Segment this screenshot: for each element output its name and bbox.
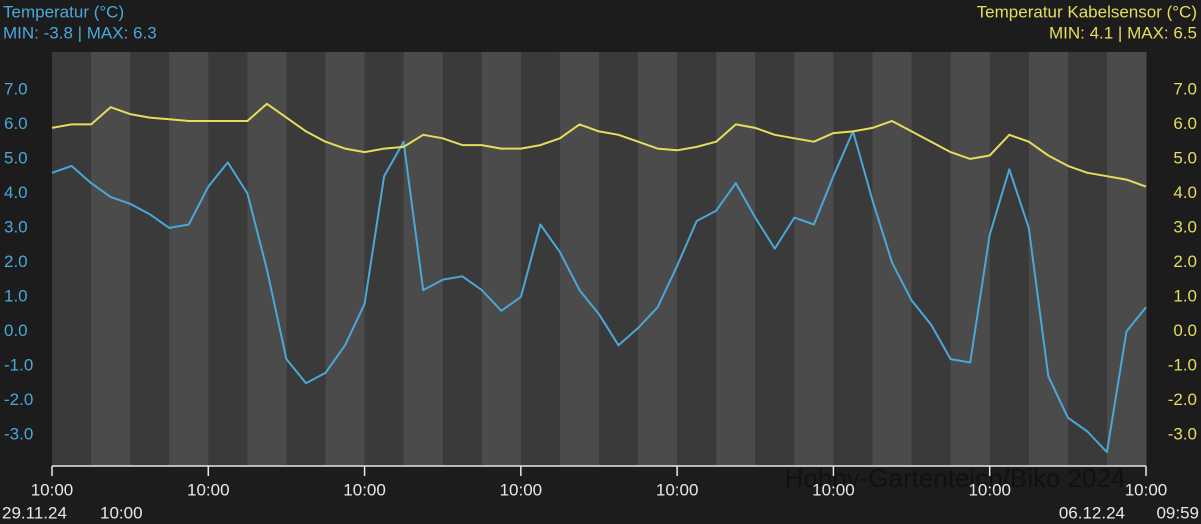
watermark: Hobby-Gartenteich/Biko 2024 [784, 463, 1125, 493]
y2-tick-label: 4.0 [1173, 183, 1197, 202]
end-time: 09:59 [1156, 503, 1199, 522]
band [833, 52, 873, 466]
y-tick-label: 2.0 [4, 252, 28, 271]
band [1067, 52, 1108, 466]
y2-tick-label: 2.0 [1173, 252, 1197, 271]
y-tick-label: -1.0 [4, 355, 33, 374]
band [91, 52, 131, 466]
start-date: 29.11.24 [2, 503, 67, 522]
band [677, 52, 717, 466]
y-tick-label: 4.0 [4, 183, 28, 202]
band [638, 52, 678, 466]
x-tick-label: 10:00 [812, 480, 855, 499]
y2-tick-label: 5.0 [1173, 148, 1197, 167]
band [872, 52, 913, 466]
x-tick-label: 10:00 [500, 480, 543, 499]
y2-tick-label: 3.0 [1173, 217, 1197, 236]
band [911, 52, 952, 466]
band [1106, 52, 1147, 466]
y-tick-label: -3.0 [4, 424, 33, 443]
band [442, 52, 483, 466]
band [989, 52, 1030, 466]
chart-title: Temperatur (°C) [3, 2, 124, 21]
band [950, 52, 991, 466]
y-tick-label: 1.0 [4, 286, 28, 305]
y2-tick-label: -2.0 [1168, 390, 1197, 409]
y2-tick-label: -3.0 [1168, 424, 1197, 443]
y2-subtitle: MIN: 4.1 | MAX: 6.5 [1049, 23, 1197, 42]
y2-tick-label: 0.0 [1173, 321, 1197, 340]
bands [52, 52, 1147, 466]
band [403, 52, 444, 466]
band [716, 52, 756, 466]
y2-title: Temperatur Kabelsensor (°C) [977, 2, 1197, 21]
x-tick-label: 10:00 [31, 480, 74, 499]
start-time: 10:00 [100, 503, 143, 522]
band [481, 52, 522, 466]
band [247, 52, 287, 466]
band [755, 52, 795, 466]
x-tick-label: 10:00 [343, 480, 386, 499]
band [325, 52, 366, 466]
y2-tick-label: 1.0 [1173, 286, 1197, 305]
band [599, 52, 639, 466]
band [208, 52, 248, 466]
series-line [51, 130, 1147, 454]
series-line [51, 102, 1147, 188]
x-tick-label: 10:00 [656, 480, 699, 499]
band [1028, 52, 1069, 466]
y-tick-label: 7.0 [4, 79, 28, 98]
band [52, 52, 92, 466]
band [559, 52, 600, 466]
y2-tick-label: -1.0 [1168, 355, 1197, 374]
y2-tick-label: 7.0 [1173, 79, 1197, 98]
x-tick-label: 10:00 [1125, 480, 1168, 499]
band [286, 52, 326, 466]
y-tick-label: 3.0 [4, 217, 28, 236]
x-tick-label: 10:00 [187, 480, 230, 499]
y-tick-label: 5.0 [4, 148, 28, 167]
y-tick-label: 6.0 [4, 114, 28, 133]
chart-subtitle: MIN: -3.8 | MAX: 6.3 [3, 23, 157, 42]
y-tick-label: -2.0 [4, 390, 33, 409]
y2-tick-label: 6.0 [1173, 114, 1197, 133]
band [520, 52, 561, 466]
y-tick-label: 0.0 [4, 321, 28, 340]
band [130, 52, 170, 466]
band [169, 52, 209, 466]
band [794, 52, 834, 466]
x-tick-label: 10:00 [968, 480, 1011, 499]
end-date: 06.12.24 [1059, 503, 1125, 522]
